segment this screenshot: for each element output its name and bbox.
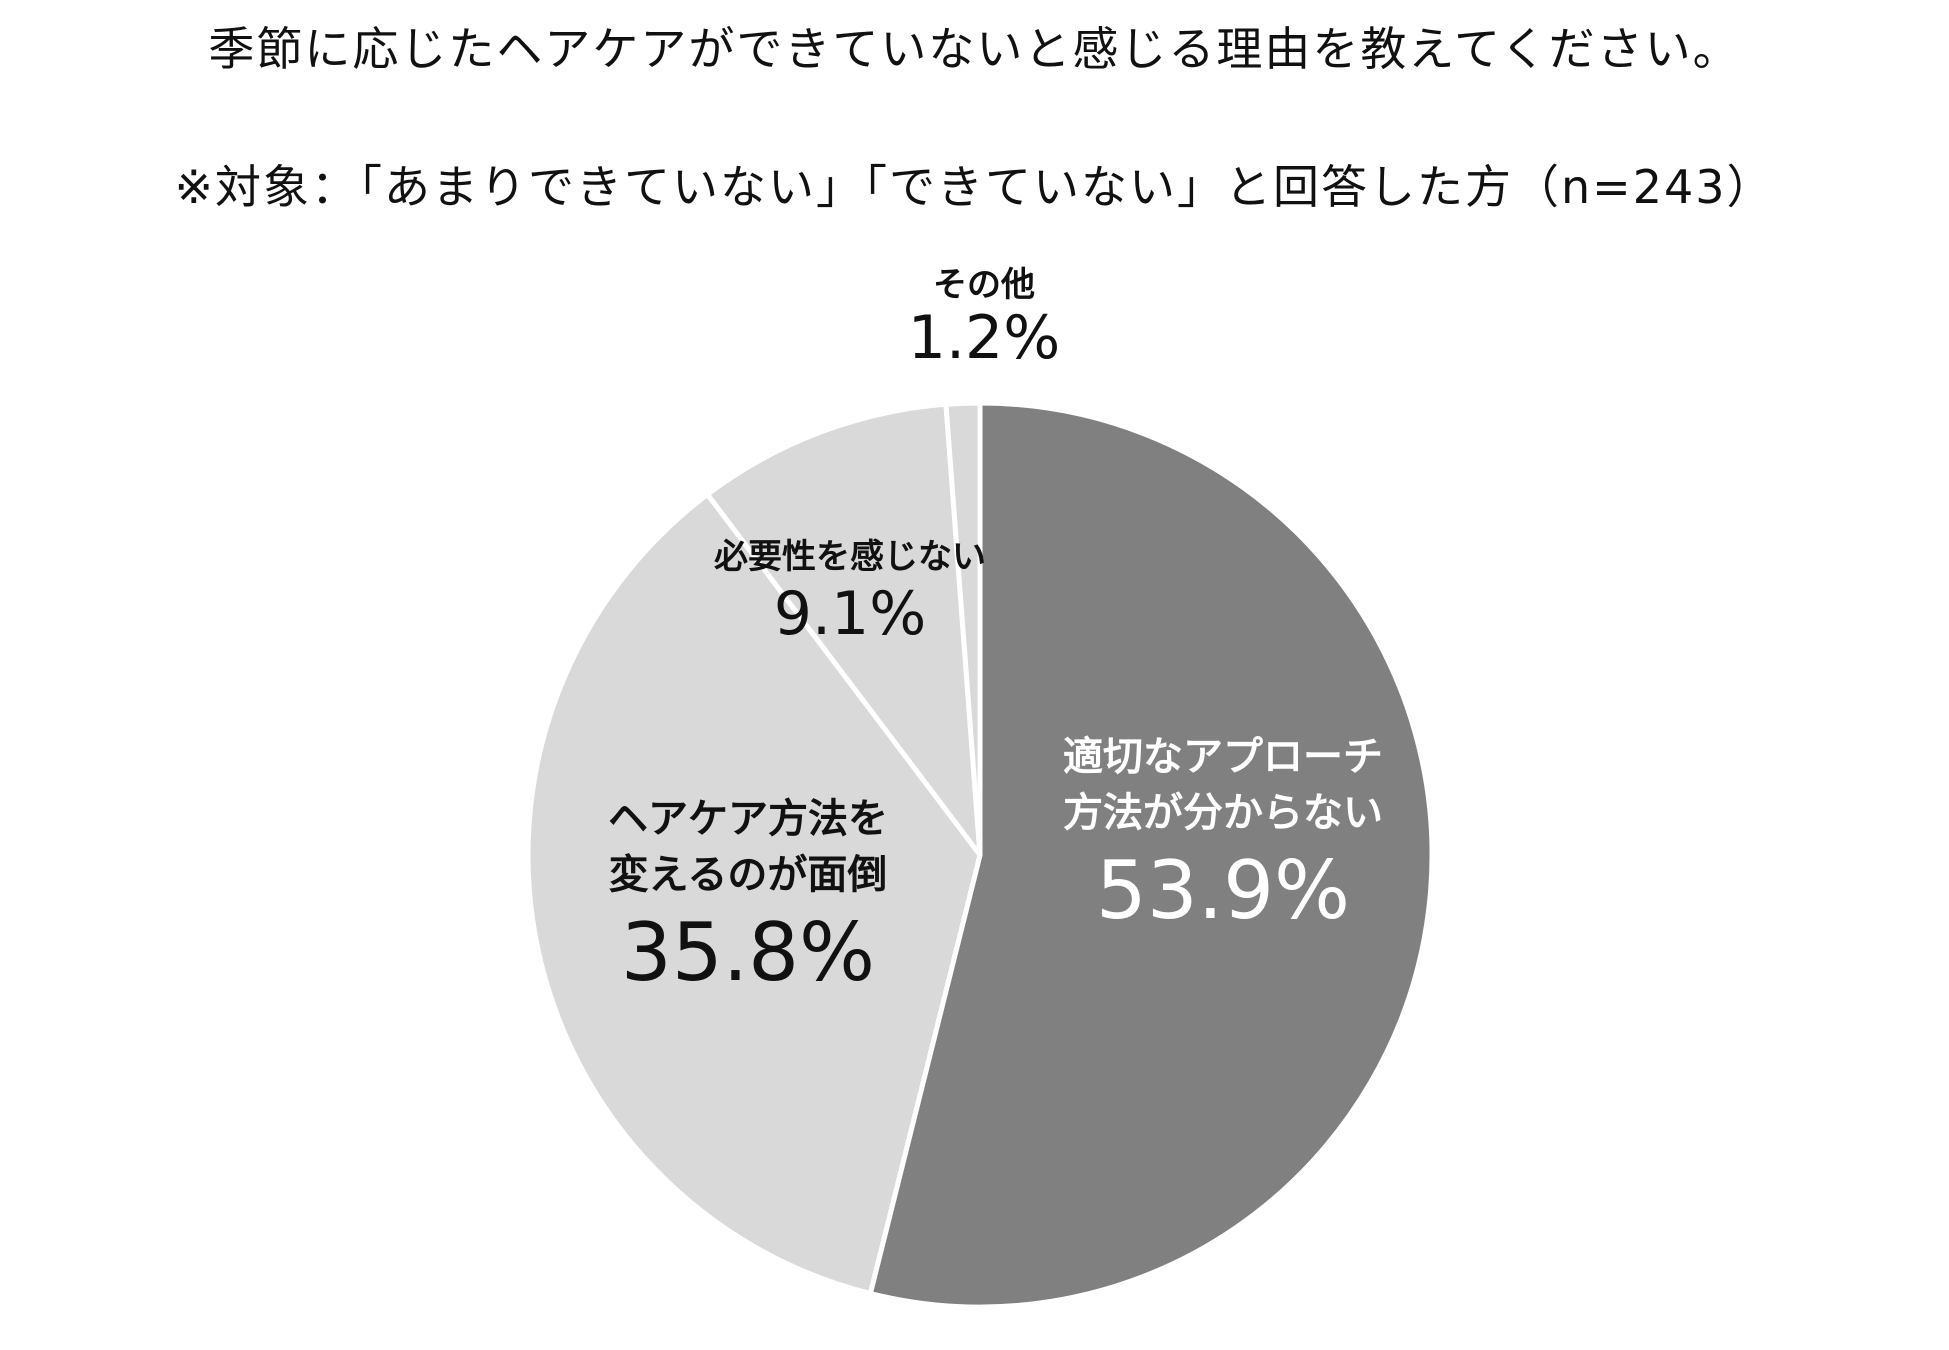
pie-slice-1 xyxy=(867,400,1435,1310)
slice-1-label-line-1: 適切なアプローチ xyxy=(1063,734,1383,780)
slice-1-value-label: 53.9% xyxy=(1096,844,1350,937)
pie-slice-3 xyxy=(704,401,983,858)
pie-slice-4 xyxy=(943,400,983,858)
slice-2-label-line-2: 変えるのが面倒 xyxy=(609,852,888,898)
slice-4-label-line-1: その他 xyxy=(933,265,1035,305)
slice-2-label-line-1: ヘアケア方法を xyxy=(608,796,888,842)
slice-1-label-line-2: 方法が分からない xyxy=(1063,790,1383,836)
slice-3-value-label: 9.1% xyxy=(774,579,926,649)
chart-title: 季節に応じたヘアケアができていないと感じる理由を教えてください。 xyxy=(208,22,1741,76)
slice-2-value-label: 35.8% xyxy=(621,906,875,999)
pie-slice-2 xyxy=(525,491,983,1296)
chart-subtitle: ※対象：「あまりできていない」「できていない」と回答した方（n=243） xyxy=(174,160,1775,214)
slice-4-value-label: 1.2% xyxy=(908,303,1060,373)
pie-slices xyxy=(525,400,1435,1310)
slice-3-label-line-1: 必要性を感じない xyxy=(714,537,986,577)
